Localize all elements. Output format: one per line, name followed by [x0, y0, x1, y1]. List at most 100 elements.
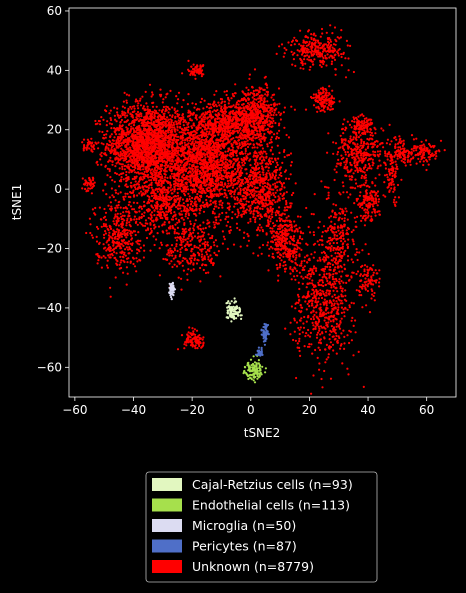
data-point [199, 101, 202, 104]
data-point [240, 146, 243, 150]
data-point [236, 119, 239, 122]
data-point [166, 155, 169, 159]
data-point [245, 155, 248, 158]
data-point [104, 183, 107, 186]
data-point [190, 151, 194, 154]
data-point [242, 106, 245, 109]
data-point [260, 87, 263, 90]
data-point [172, 121, 175, 125]
data-point [180, 105, 183, 109]
data-point [223, 112, 226, 115]
data-point [117, 161, 120, 164]
data-point [235, 142, 238, 146]
data-point [114, 142, 117, 145]
data-point [246, 183, 250, 186]
data-point [214, 216, 217, 219]
data-point [220, 204, 223, 207]
data-point [201, 155, 204, 158]
data-point [233, 162, 236, 165]
data-point [254, 108, 257, 111]
data-point [261, 152, 264, 155]
data-point [125, 170, 128, 174]
data-point [269, 227, 272, 230]
data-point [111, 179, 114, 182]
data-point [133, 162, 136, 165]
data-point [142, 175, 146, 178]
data-point [167, 146, 170, 149]
data-point [155, 125, 158, 128]
data-point [142, 105, 145, 108]
data-point [205, 183, 208, 186]
data-point [264, 120, 267, 123]
data-point [166, 106, 169, 109]
data-point [235, 222, 238, 225]
data-point [200, 185, 203, 188]
data-point [174, 130, 177, 133]
data-point [235, 170, 239, 173]
data-point [190, 131, 193, 134]
data-point [115, 172, 118, 175]
data-point [186, 217, 189, 220]
data-point [207, 186, 211, 189]
data-point [245, 200, 248, 203]
data-point [243, 109, 246, 112]
data-point [182, 124, 185, 127]
data-point [258, 95, 261, 98]
data-point [218, 174, 221, 177]
data-point [113, 152, 116, 155]
data-point [182, 99, 185, 102]
data-point [256, 108, 259, 111]
data-point [189, 148, 192, 151]
data-point [242, 182, 245, 185]
data-point [278, 129, 281, 132]
data-point [160, 141, 163, 145]
data-point [214, 113, 217, 116]
data-point [169, 165, 172, 168]
data-point [210, 147, 213, 150]
data-point [164, 96, 167, 99]
data-point [218, 117, 221, 120]
data-point [191, 205, 194, 208]
data-point [159, 88, 162, 91]
data-point [151, 148, 155, 151]
data-point [251, 202, 254, 205]
data-point [225, 130, 228, 133]
data-point [177, 98, 180, 101]
data-point [212, 102, 215, 105]
data-point [236, 136, 240, 139]
data-point [178, 116, 181, 120]
data-point [133, 107, 136, 110]
data-point [223, 121, 226, 124]
data-point [177, 156, 180, 159]
data-point [278, 102, 281, 105]
data-point [151, 135, 154, 138]
data-point [222, 134, 225, 137]
data-point [200, 131, 203, 134]
data-point [188, 150, 191, 154]
data-point [276, 163, 279, 167]
data-point [238, 161, 241, 164]
data-point [238, 177, 241, 180]
data-point [106, 174, 109, 177]
data-point [135, 116, 138, 119]
data-point [255, 152, 258, 155]
data-point [150, 179, 153, 182]
data-point [278, 122, 281, 125]
data-point [261, 102, 264, 105]
data-point [259, 200, 262, 203]
data-point [270, 157, 273, 160]
series-unknown [81, 24, 446, 395]
data-point [138, 192, 141, 195]
data-point [266, 244, 269, 247]
data-point [144, 124, 147, 128]
data-point [274, 182, 277, 185]
data-point [215, 160, 218, 163]
data-point [187, 145, 190, 148]
data-point [218, 146, 221, 149]
data-point [218, 168, 221, 171]
data-point [196, 165, 199, 168]
data-point [184, 212, 187, 216]
data-point [250, 109, 253, 112]
data-point [203, 158, 206, 161]
data-point [230, 122, 233, 125]
